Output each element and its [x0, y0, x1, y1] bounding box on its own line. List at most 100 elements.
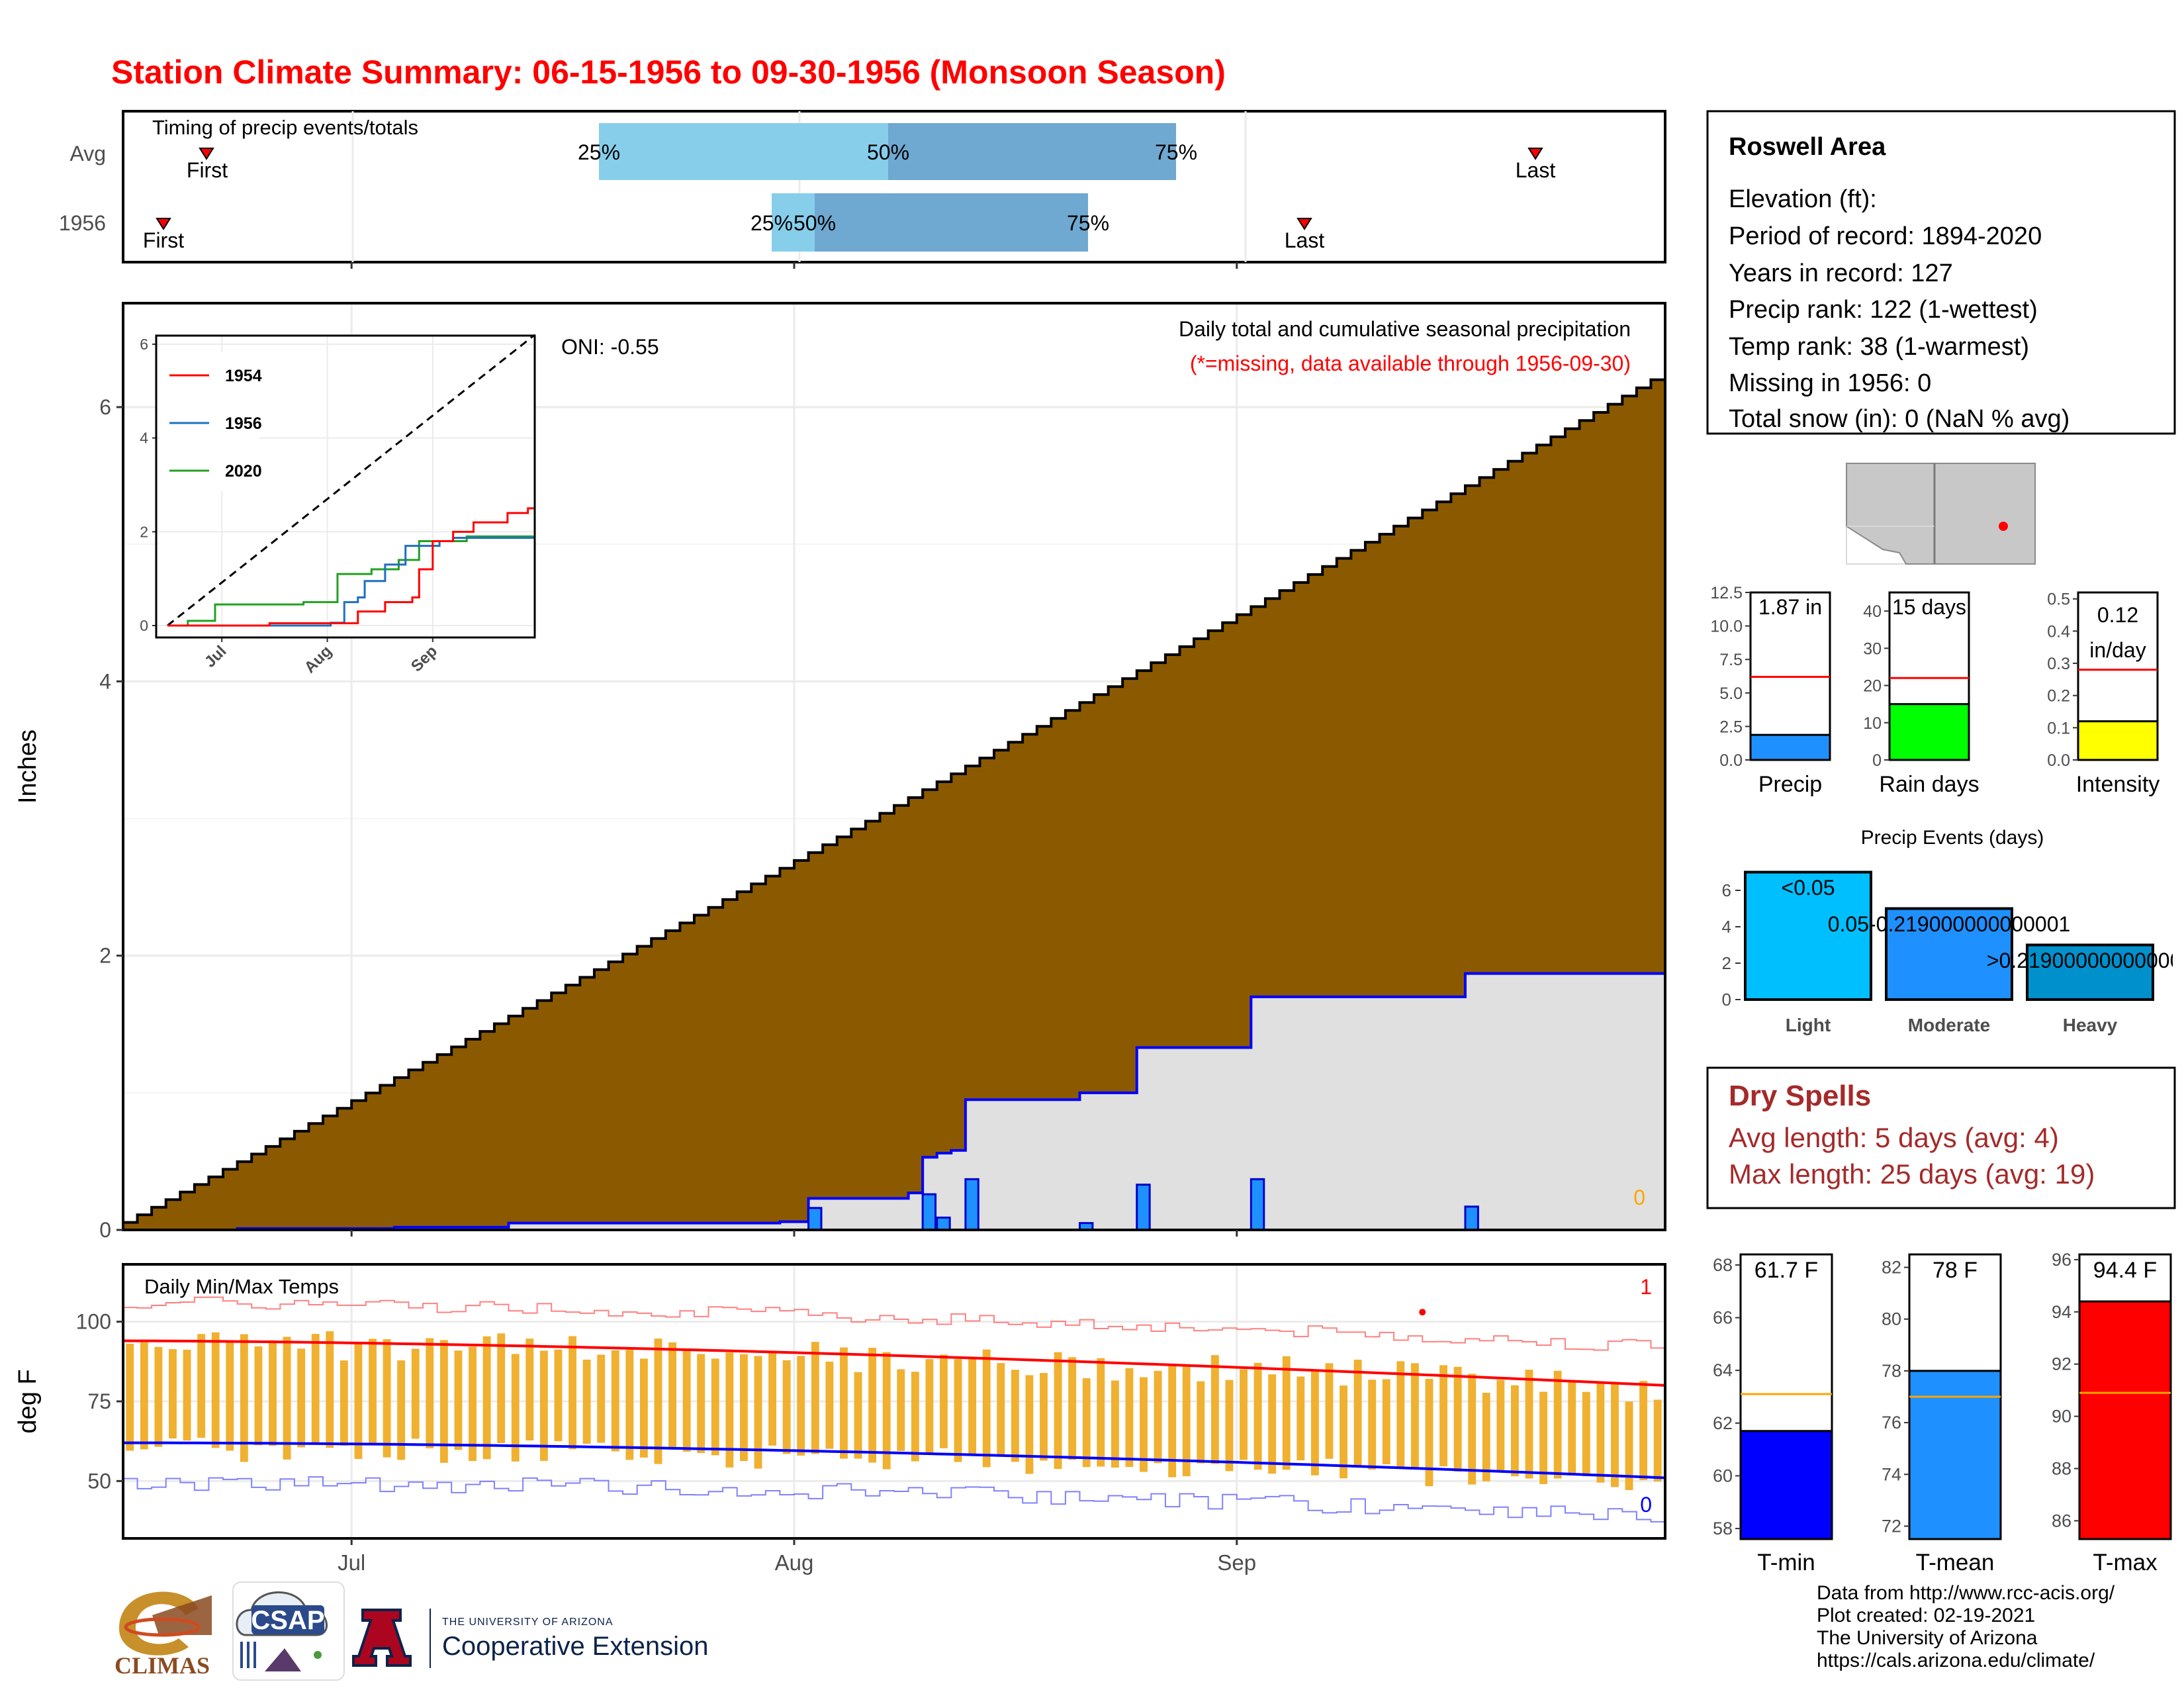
missing-count: 0 [1633, 1186, 1645, 1209]
temp-bar-ytick-label: 82 [1882, 1258, 1901, 1278]
timing-1956-label: 1956 [59, 211, 106, 235]
mini-ytick-label: 10 [1863, 714, 1882, 733]
temp-xtick-label: Jul [338, 1550, 365, 1575]
temp-ytick-label: 50 [87, 1469, 111, 1493]
temp-bar-label: T-max [2093, 1550, 2158, 1575]
events-ytick-label: 6 [1722, 880, 1731, 900]
timing-avg-bar-light [599, 123, 888, 180]
temp-daily-bar [1011, 1370, 1019, 1462]
temp-daily-bar [854, 1372, 862, 1459]
inset-line-2020 [167, 535, 535, 627]
mini-ytick-label: 7.5 [1719, 651, 1743, 669]
timing-1956-p75: 75% [1067, 211, 1109, 235]
timing-avg-p25: 25% [578, 140, 620, 164]
precip-event-category: Light [1786, 1015, 1831, 1035]
temp-daily-bar [254, 1346, 263, 1446]
station-location-marker [1999, 522, 2008, 531]
temp-bar-ytick-label: 80 [1882, 1309, 1901, 1329]
temp-daily-bar [1425, 1378, 1433, 1487]
temp-daily-bar [1525, 1370, 1533, 1479]
timing-1956-last-marker [1297, 218, 1312, 230]
temp-ylabel: deg F [14, 1369, 42, 1433]
temp-daily-bar [1253, 1362, 1262, 1470]
temp-daily-bar [1639, 1381, 1648, 1481]
temp-avg-min-line [122, 1441, 1666, 1479]
temp-daily-bar [411, 1348, 420, 1439]
temp-daily-bar [439, 1340, 448, 1463]
temp-daily-bar [868, 1348, 877, 1463]
climas-logo: CLIMAS [113, 1582, 212, 1679]
timing-title: Timing of precip events/totals [152, 116, 418, 139]
precip-events-title: Precip Events (days) [1861, 827, 2044, 849]
temp-daily-bar [126, 1343, 134, 1451]
temp-daily-bar [682, 1350, 691, 1452]
temp-daily-bar [554, 1349, 563, 1442]
csap-logo-text: CSAP [251, 1606, 324, 1635]
temp-daily-bar [1068, 1357, 1077, 1460]
temp-daily-bar [539, 1350, 548, 1461]
temp-bar-label: T-mean [1916, 1550, 1995, 1575]
info-line-period: Period of record: 1894-2020 [1729, 222, 2042, 250]
temp-daily-bar [469, 1346, 477, 1462]
temp-daily-bar [211, 1332, 220, 1448]
temp-daily-bar [397, 1360, 406, 1460]
daily-precip-bar [1250, 1178, 1265, 1231]
main-precip-panel: Inches 0 2 4 6 ONI: -0.55 Daily total and c… [14, 302, 1666, 1242]
station-info-box: Roswell Area Elevation (ft): Period of r… [1706, 110, 2176, 435]
timing-avg-bar-dark [888, 123, 1176, 180]
precip-event-category: Moderate [1908, 1015, 1990, 1035]
mini-bar-charts: 0.0 2.5 5.0 7.5 10.0 12.5 1.87 in Precip 0 10 20 30… [1710, 584, 2160, 797]
ua-logo-small: THE UNIVERSITY OF ARIZONA [442, 1617, 614, 1628]
main-ylabel: Inches [14, 729, 42, 804]
temp-daily-bar [1553, 1370, 1562, 1479]
temp-daily-bar [911, 1372, 919, 1462]
mini-ytick-label: 2.5 [1719, 718, 1743, 736]
temp-count-min: 0 [1640, 1493, 1652, 1517]
inset-line-1954 [167, 507, 535, 627]
temp-daily-bar [840, 1347, 848, 1459]
events-ytick-label: 2 [1722, 953, 1731, 973]
temp-daily-bar [1353, 1360, 1362, 1468]
mini-ytick-label: 20 [1863, 677, 1882, 696]
mini-ytick-label: 40 [1863, 602, 1882, 621]
temp-daily-bar [1054, 1352, 1062, 1470]
dry-spells-max: Max length: 25 days (avg: 19) [1729, 1158, 2095, 1190]
temp-bar-ytick-label: 66 [1713, 1308, 1733, 1328]
temp-daily-bar [497, 1333, 506, 1443]
footer-line-university: The University of Arizona [1817, 1627, 2038, 1649]
temp-bar-value [2078, 1300, 2172, 1540]
temp-daily-bar [1596, 1383, 1605, 1483]
mini-chart-label: Intensity [2076, 772, 2160, 797]
temp-record-high-line [123, 1296, 1665, 1351]
record-high-marker [1419, 1309, 1426, 1316]
temp-count-max: 1 [1640, 1275, 1652, 1299]
timing-avg-last-marker [1527, 148, 1543, 160]
mini-ytick-label: 0.5 [2047, 590, 2070, 609]
mini-ytick-label: 30 [1863, 639, 1882, 658]
temp-bar-ytick-label: 62 [1713, 1413, 1733, 1433]
mini-chart-value-bar [1749, 733, 1831, 761]
precip-event-bar [1885, 907, 2013, 1001]
temp-bar-label: T-min [1757, 1550, 1815, 1575]
events-ytick-label: 0 [1722, 990, 1731, 1009]
temp-daily-bar [925, 1359, 934, 1454]
temp-daily-bar [226, 1342, 234, 1451]
temp-bar-value-label: 94.4 F [2093, 1258, 2157, 1283]
mini-ytick-label: 0.0 [2047, 751, 2070, 770]
year-cumulative-fill [123, 973, 1665, 1230]
inset-legend-2020: 2020 [225, 462, 262, 481]
mini-chart-value-label: 15 days [1892, 595, 1966, 619]
temp-daily-bar [611, 1350, 619, 1452]
ytick-label: 6 [99, 395, 111, 419]
footer-line-source: Data from http://www.rcc-acis.org/ [1817, 1582, 2115, 1604]
mini-ytick-label: 12.5 [1710, 584, 1743, 602]
temp-bar-ytick-label: 92 [2052, 1354, 2071, 1374]
temp-daily-bar [511, 1354, 520, 1462]
temp-bar-ytick-label: 88 [2052, 1458, 2071, 1478]
temp-bar-ytick-label: 72 [1882, 1516, 1901, 1536]
mini-ytick-label: 0.0 [1719, 751, 1743, 770]
temp-bar-ytick-label: 60 [1713, 1466, 1733, 1485]
mini-ytick-label: 5.0 [1719, 684, 1743, 703]
precip-event-bar [2026, 943, 2154, 1001]
